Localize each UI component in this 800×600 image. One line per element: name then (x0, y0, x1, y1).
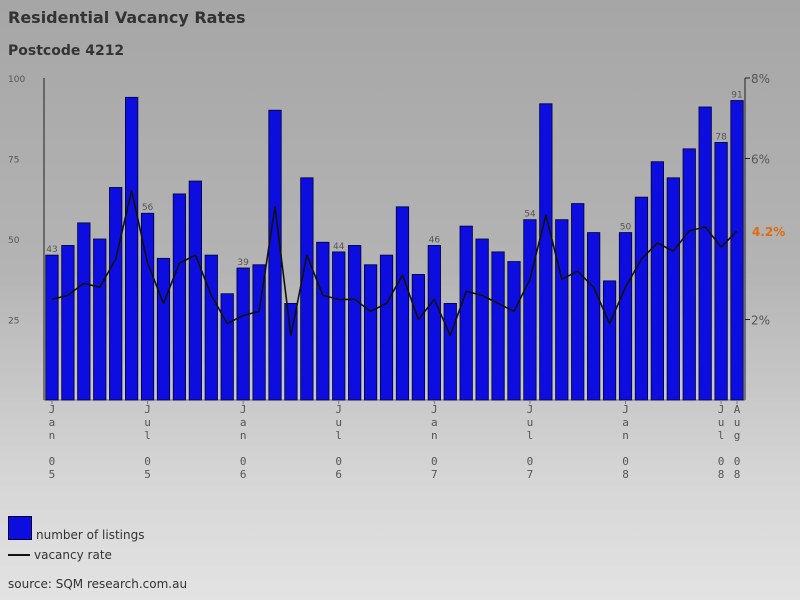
right-tick-label: 6% (751, 153, 770, 167)
chart-subtitle: Postcode 4212 (8, 43, 125, 59)
data-label: 43 (46, 245, 57, 255)
vacancy-rate-line (51, 189, 738, 337)
bar (348, 245, 362, 401)
bar (523, 219, 537, 401)
source-note: source: SQM research.com.au (8, 577, 188, 591)
bar (61, 245, 75, 401)
data-label: 54 (524, 210, 536, 220)
right-tick-label: 8% (751, 72, 770, 86)
bar (172, 193, 187, 401)
bar (204, 254, 218, 401)
bar (571, 203, 585, 401)
bar (666, 177, 680, 401)
data-label: 50 (620, 223, 632, 233)
bar (332, 251, 346, 401)
left-tick-label: 75 (8, 156, 19, 166)
data-label: 46 (429, 235, 441, 245)
bar (682, 148, 696, 401)
bar (714, 141, 728, 401)
bar (268, 109, 282, 401)
bar (363, 264, 378, 401)
data-label: 78 (715, 132, 727, 142)
current-rate-label: 4.2% (752, 225, 785, 239)
bar (634, 196, 649, 401)
bar (300, 177, 314, 401)
bar (284, 302, 298, 401)
bar (427, 245, 441, 401)
left-tick-label: 25 (8, 317, 19, 327)
bar (491, 251, 505, 401)
bar (475, 238, 489, 401)
bar (93, 238, 107, 401)
bar (379, 254, 394, 401)
bar (45, 254, 59, 401)
legend-label-rate: vacancy rate (34, 548, 112, 562)
bar (730, 100, 744, 401)
bar (188, 180, 202, 401)
data-label: 56 (142, 203, 154, 213)
legend-swatch-rate (8, 554, 30, 556)
data-label: 39 (237, 258, 249, 268)
bar (698, 106, 712, 401)
bar (507, 261, 521, 401)
chart-title: Residential Vacancy Rates (8, 8, 246, 27)
left-tick-label: 50 (8, 236, 20, 246)
bar (77, 222, 91, 401)
data-label: 44 (333, 242, 345, 252)
legend-item-listings: number of listings (8, 514, 144, 542)
legend-swatch-listings (8, 516, 32, 540)
bar (395, 206, 410, 401)
bar (618, 232, 633, 401)
bar (125, 96, 139, 401)
bar (156, 257, 171, 401)
bar (236, 267, 250, 401)
left-tick-label: 100 (8, 75, 25, 85)
bar (650, 161, 664, 401)
data-label: 91 (731, 91, 742, 101)
bar (539, 103, 553, 401)
bar (316, 241, 330, 401)
bar (602, 280, 617, 401)
bar (411, 274, 426, 401)
bar (252, 264, 266, 401)
bar (587, 232, 601, 401)
bar (109, 187, 123, 401)
legend-item-rate: vacancy rate (8, 548, 112, 562)
bar (443, 302, 457, 401)
bar (220, 293, 234, 401)
bar (555, 219, 569, 401)
bar (459, 225, 473, 401)
legend-label-listings: number of listings (36, 528, 145, 542)
right-tick-label: 2% (751, 314, 770, 328)
